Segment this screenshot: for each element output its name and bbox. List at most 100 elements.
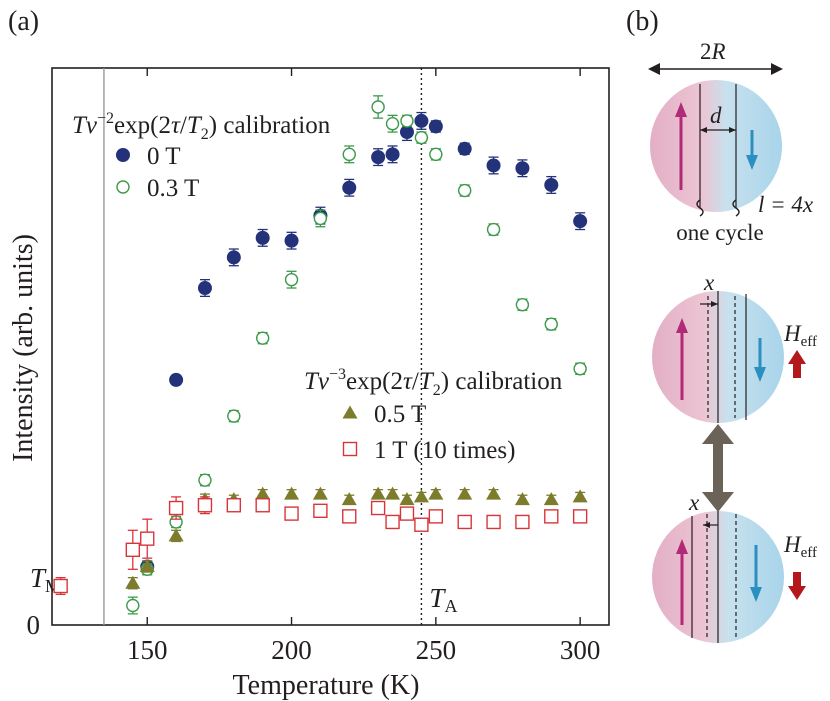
width-marker: 2R [648, 39, 783, 75]
data-point [544, 509, 559, 524]
y-tick-label: 0 [27, 610, 41, 640]
data-point [284, 486, 300, 500]
x-tick-label: 150 [127, 635, 168, 665]
plot-area-border [51, 67, 610, 626]
data-point [486, 158, 501, 173]
reference-label-sub: A [444, 596, 457, 616]
legend-title-part: ) calibration [441, 368, 563, 395]
panel-b-label: (b) [626, 6, 659, 37]
legend-title-1: Tv−3exp(2τ/T2) calibration [304, 366, 563, 399]
legend-entry-label: 0.3 T [147, 175, 199, 202]
data-point [371, 100, 385, 114]
series-2 [125, 486, 588, 590]
legend-title-part: τ [171, 112, 181, 139]
magnetization-down-arrow-3 [750, 587, 762, 602]
data-point [168, 528, 184, 542]
reference-label-A: TA [429, 583, 457, 616]
data-point [543, 492, 559, 506]
data-point [385, 514, 400, 530]
data-point [342, 147, 356, 162]
data-point [53, 578, 68, 594]
heff-label-bottom: Heff [783, 532, 817, 561]
legend-title-part: τ [403, 368, 413, 395]
data-point [514, 492, 530, 506]
legend-title-part: exp(2 [114, 112, 171, 139]
legend-title-part: −3 [329, 366, 346, 383]
x-label-top: x [703, 270, 715, 295]
data-point [255, 486, 271, 500]
data-point [428, 119, 443, 134]
reference-label-main: T [429, 583, 446, 613]
data-point [139, 559, 155, 573]
x-tick-label: 200 [271, 635, 312, 665]
data-point [429, 147, 443, 162]
data-point [313, 503, 328, 519]
data-point [413, 489, 429, 503]
legend-title-part: 2 [433, 382, 441, 399]
series-3 [53, 496, 588, 596]
data-point [255, 331, 270, 345]
one-cycle-label: one cycle [676, 220, 763, 245]
data-point [572, 489, 588, 503]
data-point [457, 486, 473, 500]
legend-title-part: ) calibration [209, 112, 331, 139]
data-point [428, 509, 444, 524]
reference-label-main: T [30, 563, 47, 593]
data-point [385, 147, 400, 162]
data-point [342, 180, 357, 195]
field-up-arrow [788, 350, 806, 378]
data-point [486, 514, 501, 530]
data-point [428, 486, 444, 500]
cycle-squiggle-left [696, 199, 704, 217]
data-point [573, 362, 587, 376]
data-point [140, 531, 155, 546]
legend-title-part: exp(2 [346, 368, 403, 395]
data-point [226, 498, 242, 513]
d-label: d [710, 103, 722, 128]
data-point [197, 498, 213, 513]
data-point [515, 298, 530, 312]
legend-title-part: 2 [201, 126, 209, 143]
series-1 [126, 95, 587, 615]
data-point [399, 492, 415, 506]
data-point [284, 272, 299, 287]
data-point [255, 230, 270, 245]
y-axis-label: Intensity (arb. units) [8, 234, 39, 462]
data-point [414, 113, 429, 128]
legend-marker [342, 405, 358, 419]
data-point [227, 409, 241, 423]
magnetization-up-arrow [675, 102, 687, 117]
x-axis-label: Temperature (K) [233, 670, 420, 701]
data-point [370, 486, 386, 500]
x-tick-label: 250 [416, 635, 457, 665]
magnetization-down-arrow [746, 155, 758, 170]
legend-title-part: −2 [97, 110, 114, 127]
magnetization-up-arrow-3 [676, 539, 688, 554]
reference-lines: TM TA [30, 68, 457, 625]
legend-marker [116, 148, 130, 162]
disk-one-cycle: d one cycle l = 4x [650, 80, 814, 245]
legend-title-part: / [180, 112, 187, 139]
data-point [414, 130, 429, 145]
data-point [169, 372, 184, 387]
panel-a-label: (a) [8, 6, 39, 37]
data-point [370, 500, 386, 516]
data-point [255, 498, 270, 513]
data-point [544, 317, 558, 331]
data-series [53, 95, 588, 615]
data-point [457, 514, 472, 530]
data-point [284, 233, 299, 248]
legend-title-part: T [187, 112, 203, 139]
data-point [125, 542, 141, 558]
plot-frame [51, 67, 610, 626]
x-tick-label: 300 [560, 635, 601, 665]
heff-label-top: Heff [783, 321, 817, 350]
data-point [515, 514, 530, 530]
data-point [312, 486, 328, 500]
legend-title-part: v [86, 112, 98, 139]
data-point [457, 183, 472, 198]
data-point [544, 177, 559, 192]
data-point [197, 281, 212, 296]
